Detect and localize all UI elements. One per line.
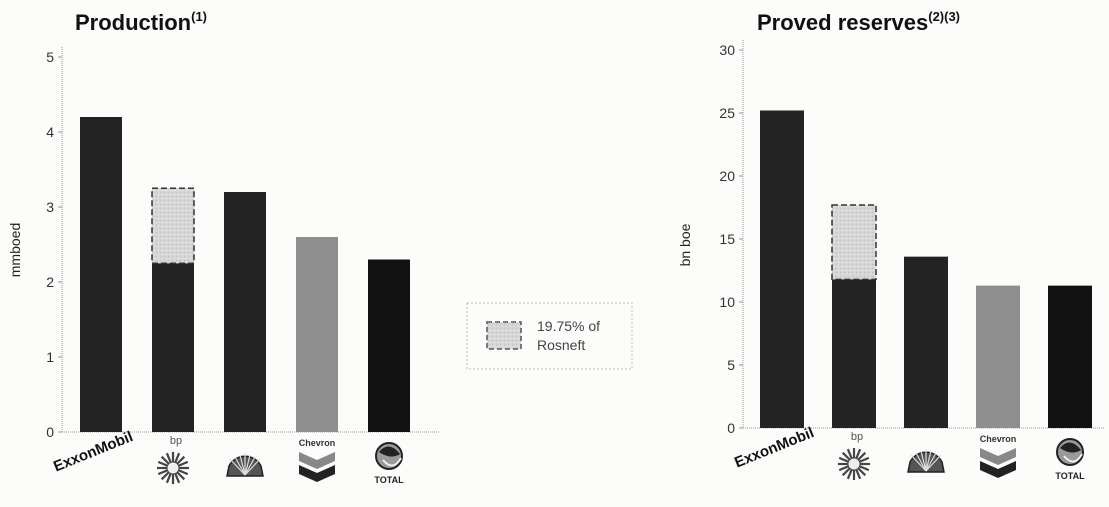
reserves-logo-text-exxonmobil: ExxonMobil	[732, 424, 816, 471]
production-bar-chevron	[296, 237, 338, 432]
reserves-bar-bp-rosneft	[831, 204, 877, 281]
reserves-ytick-label: 0	[727, 420, 735, 436]
legend-frame	[466, 302, 633, 370]
production-exxonmobil-logo: ExxonMobil	[51, 428, 135, 475]
reserves-logo-text-chevron: Chevron	[980, 434, 1017, 444]
reserves-ytick-label: 5	[727, 357, 735, 373]
legend: 19.75% of Rosneft	[466, 302, 633, 370]
production-logo-text-chevron: Chevron	[299, 438, 336, 448]
production-bars	[80, 117, 410, 432]
reserves-ytick-label: 10	[719, 294, 735, 310]
reserves-ytick-label: 30	[719, 42, 735, 58]
production-total-logo: TOTAL	[374, 442, 404, 485]
reserves-ylabel: bn boe	[677, 223, 693, 266]
production-bar-total	[368, 259, 410, 432]
reserves-ytick-label: 25	[719, 105, 735, 121]
production-axes: 0 1 2 3 4 5	[46, 47, 440, 440]
reserves-bars	[760, 110, 1092, 428]
production-chart: Production(1) mmboed 0 1 2 3 4 5 ExxonMobil bp…	[7, 9, 440, 485]
production-ytick-label: 2	[46, 274, 54, 290]
production-ytick-label: 0	[46, 424, 54, 440]
production-logo-text-exxonmobil: ExxonMobil	[51, 428, 135, 475]
production-logo-text-bp: bp	[170, 435, 182, 447]
production-ytick-label: 1	[46, 349, 54, 365]
production-ytick-label: 3	[46, 199, 54, 215]
reserves-ytick-label: 20	[719, 168, 735, 184]
legend-label-line2: Rosneft	[537, 337, 585, 353]
reserves-exxonmobil-logo: ExxonMobil	[732, 424, 816, 471]
production-bp-helios-logo: bp	[157, 435, 189, 484]
production-bar-bp	[152, 263, 194, 432]
production-chevron-logo: Chevron	[299, 438, 336, 482]
production-bar-exxonmobil	[80, 117, 122, 432]
reserves-logo-text-bp: bp	[851, 431, 863, 443]
dashed-box-icon	[486, 321, 522, 350]
reserves-title: Proved reserves(2)(3)	[757, 9, 960, 35]
production-shell-pecten-logo	[226, 453, 264, 477]
production-bar-shell	[224, 192, 266, 432]
reserves-bar-chevron	[976, 285, 1020, 428]
reserves-bar-exxonmobil	[760, 110, 804, 428]
reserves-chart: Proved reserves(2)(3) bn boe 0 5 10 15 20 25 3…	[677, 9, 1105, 481]
reserves-total-logo: TOTAL	[1055, 438, 1085, 481]
legend-label-line1: 19.75% of	[537, 318, 600, 334]
reserves-bar-bp	[832, 279, 876, 428]
production-ytick-label: 4	[46, 124, 54, 140]
reserves-bar-shell	[904, 256, 948, 428]
reserves-shell-pecten-logo	[907, 449, 945, 473]
reserves-ytick-label: 15	[719, 231, 735, 247]
reserves-bar-total	[1048, 285, 1092, 428]
production-logo-text-total: TOTAL	[374, 475, 404, 485]
reserves-chevron-logo: Chevron	[980, 434, 1017, 478]
production-title: Production(1)	[75, 9, 207, 35]
production-bar-bp-rosneft	[151, 187, 195, 264]
production-logos: ExxonMobil bp Chevron TOTAL	[51, 428, 404, 485]
reserves-logos: ExxonMobil bp Chevron TOTAL	[732, 424, 1085, 481]
production-ylabel: mmboed	[7, 223, 23, 277]
production-ytick-label: 5	[46, 49, 54, 65]
reserves-bp-helios-logo: bp	[838, 431, 870, 480]
reserves-logo-text-total: TOTAL	[1055, 471, 1085, 481]
